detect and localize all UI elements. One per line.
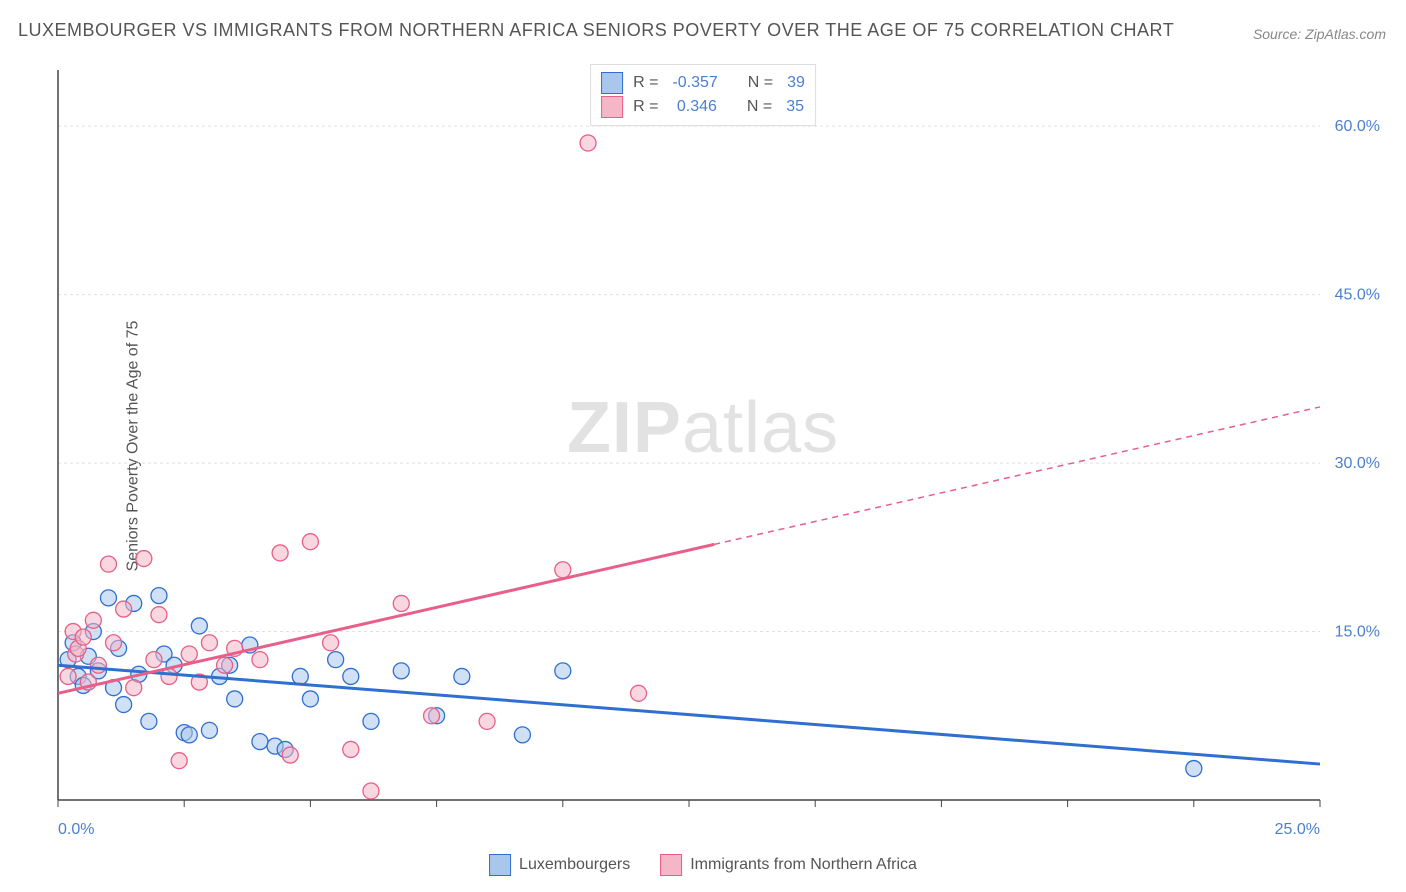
- stat-row-series1: R = -0.357 N = 39: [601, 71, 805, 95]
- swatch-series1-bottom: [489, 854, 511, 876]
- n-value-series2: 35: [786, 95, 804, 119]
- bottom-legend: Luxembourgers Immigrants from Northern A…: [489, 854, 917, 876]
- n-value-series1: 39: [787, 71, 805, 95]
- r-label: R =: [633, 71, 658, 95]
- legend-label-series2: Immigrants from Northern Africa: [690, 856, 917, 874]
- swatch-series2-bottom: [660, 854, 682, 876]
- n-label: N =: [747, 95, 772, 119]
- svg-text:45.0%: 45.0%: [1335, 287, 1380, 304]
- svg-text:25.0%: 25.0%: [1275, 821, 1320, 838]
- svg-text:60.0%: 60.0%: [1335, 118, 1380, 135]
- chart-title: LUXEMBOURGER VS IMMIGRANTS FROM NORTHERN…: [18, 20, 1174, 41]
- stat-legend: R = -0.357 N = 39 R = 0.346 N = 35: [590, 64, 816, 126]
- legend-item-series2: Immigrants from Northern Africa: [660, 854, 917, 876]
- swatch-series2: [601, 96, 623, 118]
- chart-container: LUXEMBOURGER VS IMMIGRANTS FROM NORTHERN…: [0, 0, 1406, 892]
- svg-text:15.0%: 15.0%: [1335, 624, 1380, 641]
- plot-area: 15.0% 30.0% 45.0% 60.0% 0.0% 25.0%: [50, 60, 1390, 840]
- legend-item-series1: Luxembourgers: [489, 854, 630, 876]
- r-value-series2: 0.346: [672, 95, 717, 119]
- r-label: R =: [633, 95, 658, 119]
- chart-svg: 15.0% 30.0% 45.0% 60.0% 0.0% 25.0%: [50, 60, 1390, 840]
- legend-label-series1: Luxembourgers: [519, 856, 630, 874]
- n-label: N =: [748, 71, 773, 95]
- source-attribution: Source: ZipAtlas.com: [1253, 26, 1386, 42]
- r-value-series1: -0.357: [672, 71, 717, 95]
- svg-text:30.0%: 30.0%: [1335, 455, 1380, 472]
- svg-text:0.0%: 0.0%: [58, 821, 94, 838]
- stat-row-series2: R = 0.346 N = 35: [601, 95, 805, 119]
- swatch-series1: [601, 72, 623, 94]
